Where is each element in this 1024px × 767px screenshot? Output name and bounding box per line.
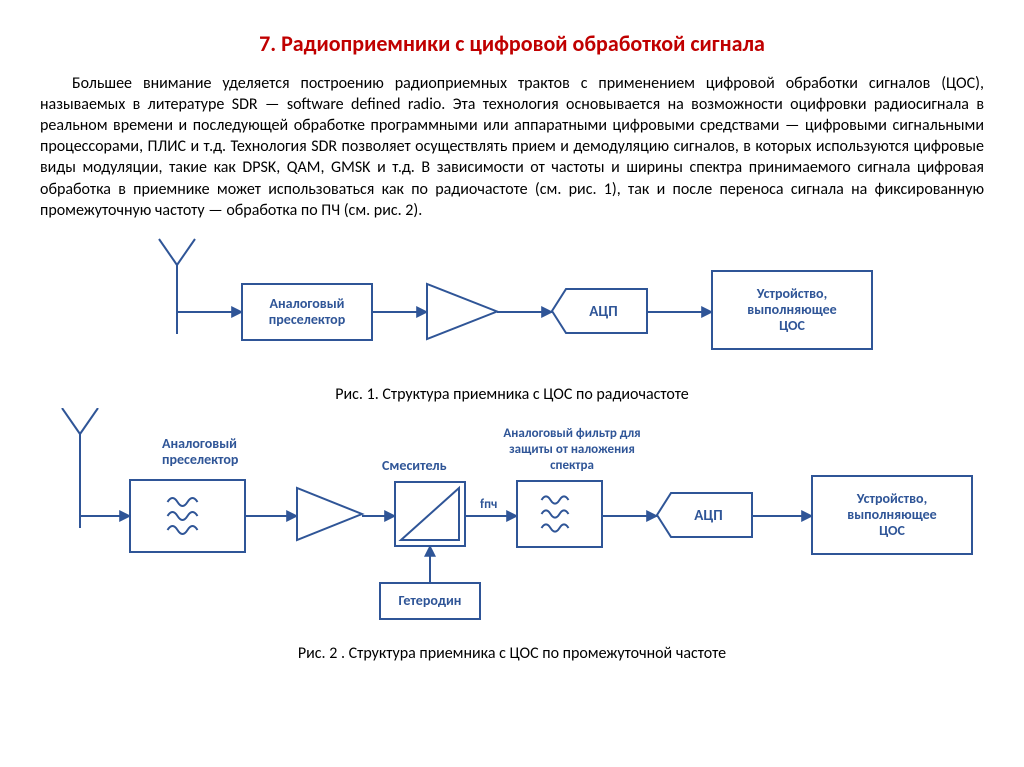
svg-text:спектра: спектра [550,458,594,473]
amplifier-icon [297,488,362,540]
svg-text:ЦОС: ЦОС [879,522,905,539]
svg-text:Аналоговый: Аналоговый [270,295,345,312]
svg-text:преселектор: преселектор [162,451,239,468]
amplifier-icon [427,284,497,339]
svg-text:Аналоговый: Аналоговый [162,435,237,452]
svg-text:защиты от наложения: защиты от наложения [509,442,635,457]
svg-text:Гетеродин: Гетеродин [399,592,462,609]
figure-1-svg: Аналоговыйпреселектор АЦП Устройство,выпол… [122,229,902,379]
svg-text:АЦП: АЦП [694,507,722,525]
svg-text:fпч: fпч [480,497,497,512]
figure-2-caption: Рис. 2 . Структура приемника с ЦОС по пр… [40,644,984,663]
svg-text:АЦП: АЦП [589,303,617,321]
svg-text:ЦОС: ЦОС [779,317,805,334]
svg-text:Аналоговый фильтр для: Аналоговый фильтр для [503,426,640,441]
figure-2: Аналоговыйпреселектор Смеситель Аналоговый… [40,408,984,638]
svg-text:Устройство,: Устройство, [856,490,927,507]
svg-text:выполняющее: выполняющее [847,506,936,523]
svg-text:выполняющее: выполняющее [747,301,836,318]
body-paragraph: Большее внимание уделяется построению ра… [40,73,984,221]
svg-text:Устройство,: Устройство, [756,285,827,302]
figure-1: Аналоговыйпреселектор АЦП Устройство,выпол… [40,229,984,379]
figure-2-svg: Аналоговыйпреселектор Смеситель Аналоговый… [42,408,982,638]
svg-text:преселектор: преселектор [269,311,346,328]
figure-1-caption: Рис. 1. Структура приемника с ЦОС по рад… [40,385,984,404]
svg-text:Смеситель: Смеситель [382,457,447,474]
page-title: 7. Радиоприемники с цифровой обработкой … [40,30,984,57]
